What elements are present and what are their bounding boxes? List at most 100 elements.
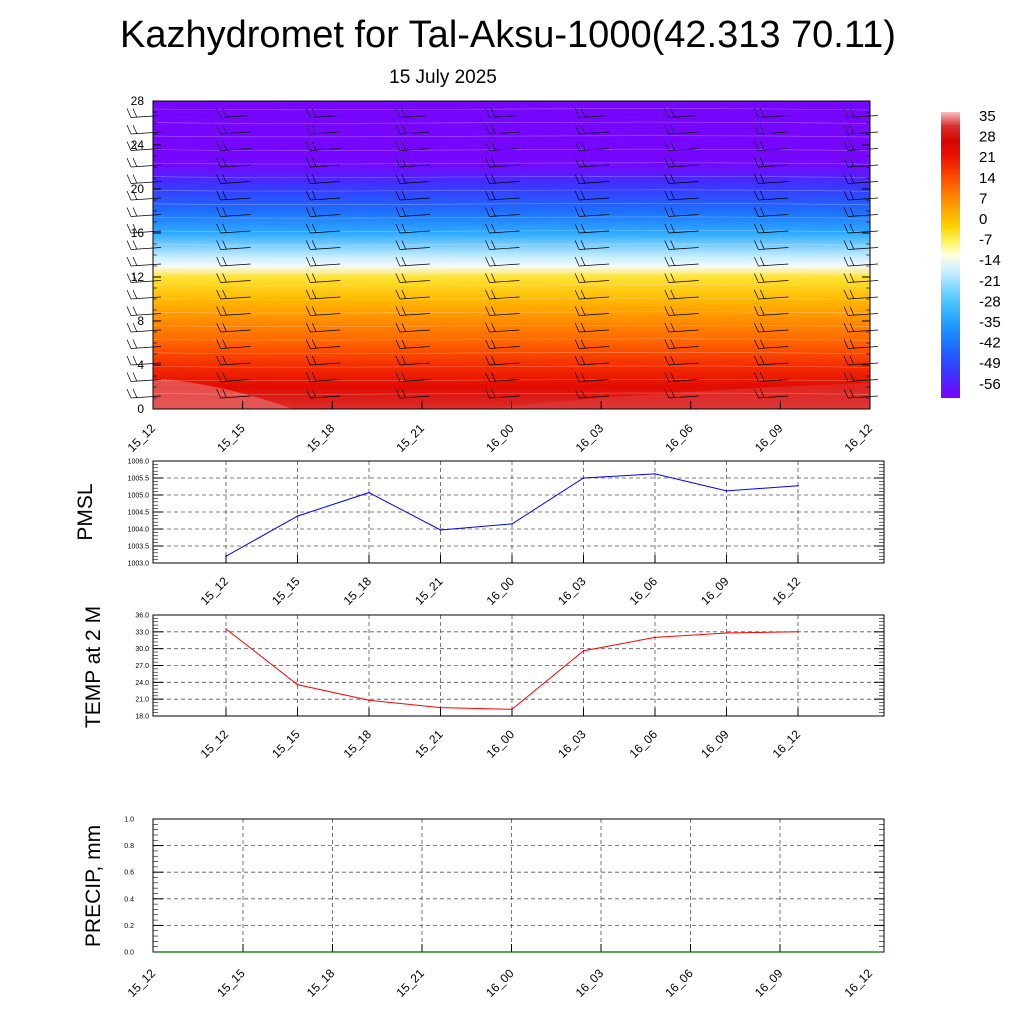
wind-barb-flag [760, 157, 765, 168]
y-tick-label: 0.0 [124, 950, 134, 957]
wind-barb [305, 322, 341, 333]
wind-barb-flag [670, 273, 676, 283]
wind-barb-shaft [310, 131, 341, 135]
wind-barb-flag [664, 306, 670, 316]
wind-barb-flag [126, 372, 132, 382]
wind-barb-shaft [220, 131, 251, 135]
wind-barb-flag [849, 190, 855, 201]
precip-panel: 0.0 0.2 0.4 0.6 0.8 1.0 15_12 15_15 15_18 15_21 16… [82, 817, 885, 1000]
wind-barb-shaft [758, 263, 789, 267]
wind-barb-flag [670, 207, 676, 217]
wind-barb [754, 240, 789, 250]
wind-barb-shaft [847, 395, 879, 399]
wind-barb [305, 207, 341, 217]
wind-barb-shaft [220, 329, 251, 333]
wind-barb [754, 355, 789, 366]
wind-barb-shaft [668, 148, 699, 151]
wind-barb-flag [849, 108, 855, 118]
wind-barb-shaft [310, 263, 341, 267]
wind-barb-shaft [399, 230, 430, 234]
wind-barb [395, 190, 430, 201]
wind-barb-shaft [579, 362, 610, 366]
wind-barb-flag [574, 322, 580, 333]
wind-barb-shaft [668, 214, 699, 217]
wind-barb-flag [305, 157, 311, 168]
wind-barb-shaft [399, 395, 430, 399]
wind-barb-shaft [130, 181, 162, 184]
wind-barb-flag [754, 240, 759, 250]
wind-barb-flag [395, 273, 401, 283]
wind-barb-flag [222, 256, 227, 267]
wind-barb-shaft [399, 329, 430, 333]
wind-barb-flag [216, 256, 221, 267]
wind-barb-flag [126, 306, 132, 316]
wind-barb-flag [760, 388, 765, 399]
wind-barb-flag [664, 207, 670, 217]
x-tick-label: 16_03 [573, 421, 607, 455]
wind-barb-flag [849, 306, 855, 316]
wind-barb-flag [754, 273, 759, 283]
wind-barb [216, 240, 251, 250]
wind-barb-flag [574, 157, 580, 168]
wind-barb-flag [485, 388, 490, 399]
wind-barb-flag [574, 306, 580, 316]
wind-barb-flag [132, 372, 138, 382]
wind-barb [664, 157, 699, 168]
wind-barb-shaft [489, 164, 520, 168]
wind-barb-flag [311, 190, 317, 201]
wind-barb [395, 273, 430, 283]
x-tick-label: 15_21 [393, 966, 427, 1000]
wind-barb-flag [305, 190, 311, 201]
wind-barb-flag [126, 190, 132, 201]
wind-barb-flag [485, 256, 490, 267]
wind-barb-shaft [489, 362, 520, 366]
wind-barb-flag [760, 207, 765, 217]
wind-barb-shaft [489, 379, 520, 382]
x-tick-label: 15_18 [304, 421, 338, 455]
wind-barb-flag [311, 322, 317, 333]
wind-barb-flag [491, 256, 496, 267]
wind-barb-flag [395, 108, 401, 118]
wind-barb [126, 256, 162, 267]
wind-barb [754, 207, 789, 217]
wind-barb-flag [849, 256, 855, 267]
wind-barb-flag [401, 174, 407, 184]
wind-barb-flag [754, 289, 759, 300]
wind-barb [126, 372, 162, 382]
wind-barb-flag [754, 256, 759, 267]
wind-barb-shaft [847, 181, 879, 184]
contour-line [152, 297, 871, 300]
wind-barb-shaft [579, 164, 610, 168]
data-point [511, 708, 513, 711]
wind-barb-flag [754, 124, 759, 135]
wind-barb-flag [401, 124, 407, 135]
temp-2m-panel: 18.0 21.0 24.0 27.0 30.0 33.0 36.0 15_12 15_15 15… [82, 606, 885, 761]
wind-barb [126, 289, 162, 300]
colorbar-label: -14 [979, 252, 1001, 269]
data-point [725, 490, 728, 492]
wind-barb-shaft [220, 362, 251, 366]
wind-barb-shaft [130, 214, 162, 217]
wind-barb-shaft [310, 181, 341, 184]
wind-barb-flag [754, 207, 759, 217]
wind-barb [574, 388, 610, 399]
x-tick-label: 15_21 [393, 421, 427, 455]
wind-barb-flag [670, 322, 676, 333]
contour-line [152, 121, 871, 124]
wind-barb-shaft [489, 131, 520, 135]
data-point [439, 529, 442, 531]
wind-barb-flag [132, 256, 138, 267]
contour-line [152, 203, 871, 206]
wind-barb-flag [491, 157, 496, 168]
wind-barb-shaft [310, 313, 341, 316]
wind-barb [664, 372, 699, 382]
wind-barb-flag [580, 306, 586, 316]
wind-barb-flag [670, 388, 676, 399]
wind-barb [843, 355, 879, 366]
wind-barb [664, 174, 699, 184]
wind-barb [843, 273, 879, 283]
wind-barb [754, 339, 789, 349]
wind-barb [126, 157, 162, 168]
wind-barb [305, 273, 341, 283]
